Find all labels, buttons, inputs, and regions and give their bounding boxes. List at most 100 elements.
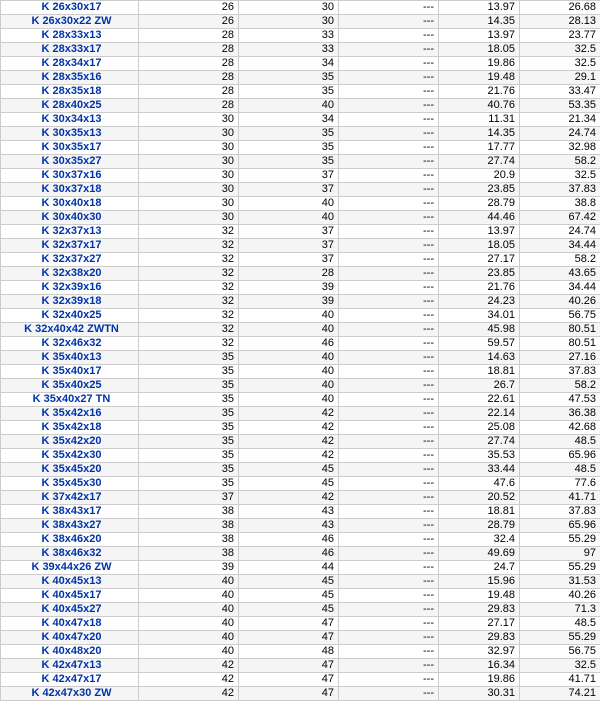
value-cell: 41.71 xyxy=(520,673,600,687)
value-cell: --- xyxy=(339,547,439,561)
value-cell: 97 xyxy=(520,547,600,561)
value-cell: 47.53 xyxy=(520,393,600,407)
value-cell: 40 xyxy=(139,617,239,631)
table-row: K 38x46x203846---32.455.29 xyxy=(1,533,600,547)
value-cell: 23.85 xyxy=(439,267,520,281)
table-row: K 38x46x323846---49.6997 xyxy=(1,547,600,561)
value-cell: 28 xyxy=(239,267,339,281)
value-cell: 30 xyxy=(239,15,339,29)
value-cell: 14.63 xyxy=(439,351,520,365)
table-row: K 40x45x274045---29.8371.3 xyxy=(1,603,600,617)
code-cell: K 30x35x13 xyxy=(1,127,139,141)
table-row: K 30x34x133034---11.3121.34 xyxy=(1,113,600,127)
value-cell: 65.96 xyxy=(520,519,600,533)
value-cell: 35 xyxy=(239,141,339,155)
value-cell: 56.75 xyxy=(520,309,600,323)
table-row: K 35x45x303545---47.677.6 xyxy=(1,477,600,491)
table-row: K 28x33x132833---13.9723.77 xyxy=(1,29,600,43)
value-cell: 19.86 xyxy=(439,57,520,71)
value-cell: 28 xyxy=(139,71,239,85)
value-cell: 24.74 xyxy=(520,127,600,141)
value-cell: 48.5 xyxy=(520,435,600,449)
code-cell: K 30x37x18 xyxy=(1,183,139,197)
code-cell: K 32x38x20 xyxy=(1,267,139,281)
value-cell: --- xyxy=(339,365,439,379)
value-cell: --- xyxy=(339,239,439,253)
value-cell: 49.69 xyxy=(439,547,520,561)
value-cell: 39 xyxy=(239,295,339,309)
code-cell: K 35x40x25 xyxy=(1,379,139,393)
value-cell: 42 xyxy=(239,421,339,435)
table-row: K 35x42x303542---35.5365.96 xyxy=(1,449,600,463)
value-cell: 48.5 xyxy=(520,463,600,477)
value-cell: 55.29 xyxy=(520,561,600,575)
value-cell: 26 xyxy=(139,15,239,29)
code-cell: K 32x40x25 xyxy=(1,309,139,323)
value-cell: 46 xyxy=(239,547,339,561)
value-cell: 71.3 xyxy=(520,603,600,617)
value-cell: --- xyxy=(339,561,439,575)
value-cell: 40 xyxy=(239,323,339,337)
code-cell: K 32x39x16 xyxy=(1,281,139,295)
value-cell: 47 xyxy=(239,617,339,631)
value-cell: 24.7 xyxy=(439,561,520,575)
value-cell: 34 xyxy=(239,57,339,71)
value-cell: 38 xyxy=(139,533,239,547)
value-cell: 45 xyxy=(239,477,339,491)
value-cell: --- xyxy=(339,15,439,29)
value-cell: --- xyxy=(339,645,439,659)
code-cell: K 38x46x20 xyxy=(1,533,139,547)
value-cell: 35 xyxy=(239,71,339,85)
code-cell: K 30x40x30 xyxy=(1,211,139,225)
table-row: K 28x34x172834---19.8632.5 xyxy=(1,57,600,71)
table-row: K 32x39x163239---21.7634.44 xyxy=(1,281,600,295)
value-cell: 37 xyxy=(239,239,339,253)
value-cell: 27.17 xyxy=(439,253,520,267)
value-cell: 32 xyxy=(139,281,239,295)
value-cell: 40 xyxy=(239,197,339,211)
code-cell: K 26x30x17 xyxy=(1,1,139,15)
code-cell: K 35x42x16 xyxy=(1,407,139,421)
code-cell: K 42x47x17 xyxy=(1,673,139,687)
value-cell: 35 xyxy=(239,127,339,141)
table-row: K 32x40x253240---34.0156.75 xyxy=(1,309,600,323)
value-cell: --- xyxy=(339,113,439,127)
table-row: K 28x35x162835---19.4829.1 xyxy=(1,71,600,85)
value-cell: --- xyxy=(339,603,439,617)
value-cell: 35 xyxy=(139,393,239,407)
table-row: K 32x38x203228---23.8543.65 xyxy=(1,267,600,281)
value-cell: 27.17 xyxy=(439,617,520,631)
value-cell: 45 xyxy=(239,603,339,617)
code-cell: K 40x48x20 xyxy=(1,645,139,659)
value-cell: 35 xyxy=(139,449,239,463)
code-cell: K 40x45x27 xyxy=(1,603,139,617)
value-cell: 32.5 xyxy=(520,659,600,673)
value-cell: 37.83 xyxy=(520,505,600,519)
table-row: K 38x43x173843---18.8137.83 xyxy=(1,505,600,519)
value-cell: 42.68 xyxy=(520,421,600,435)
value-cell: --- xyxy=(339,155,439,169)
value-cell: --- xyxy=(339,435,439,449)
value-cell: --- xyxy=(339,337,439,351)
value-cell: 27.16 xyxy=(520,351,600,365)
value-cell: 74.21 xyxy=(520,687,600,701)
value-cell: 13.97 xyxy=(439,1,520,15)
value-cell: 44 xyxy=(239,561,339,575)
table-row: K 32x46x323246---59.5780.51 xyxy=(1,337,600,351)
table-row: K 35x42x163542---22.1436.38 xyxy=(1,407,600,421)
value-cell: 23.77 xyxy=(520,29,600,43)
table-row: K 30x35x173035---17.7732.98 xyxy=(1,141,600,155)
value-cell: 58.2 xyxy=(520,379,600,393)
value-cell: 47 xyxy=(239,631,339,645)
value-cell: 20.52 xyxy=(439,491,520,505)
code-cell: K 40x47x18 xyxy=(1,617,139,631)
code-cell: K 26x30x22 ZW xyxy=(1,15,139,29)
table-row: K 35x42x183542---25.0842.68 xyxy=(1,421,600,435)
value-cell: 39 xyxy=(139,561,239,575)
code-cell: K 32x40x42 ZWTN xyxy=(1,323,139,337)
value-cell: 18.05 xyxy=(439,43,520,57)
value-cell: 27.74 xyxy=(439,155,520,169)
value-cell: 35 xyxy=(239,155,339,169)
code-cell: K 38x43x27 xyxy=(1,519,139,533)
value-cell: 19.86 xyxy=(439,673,520,687)
